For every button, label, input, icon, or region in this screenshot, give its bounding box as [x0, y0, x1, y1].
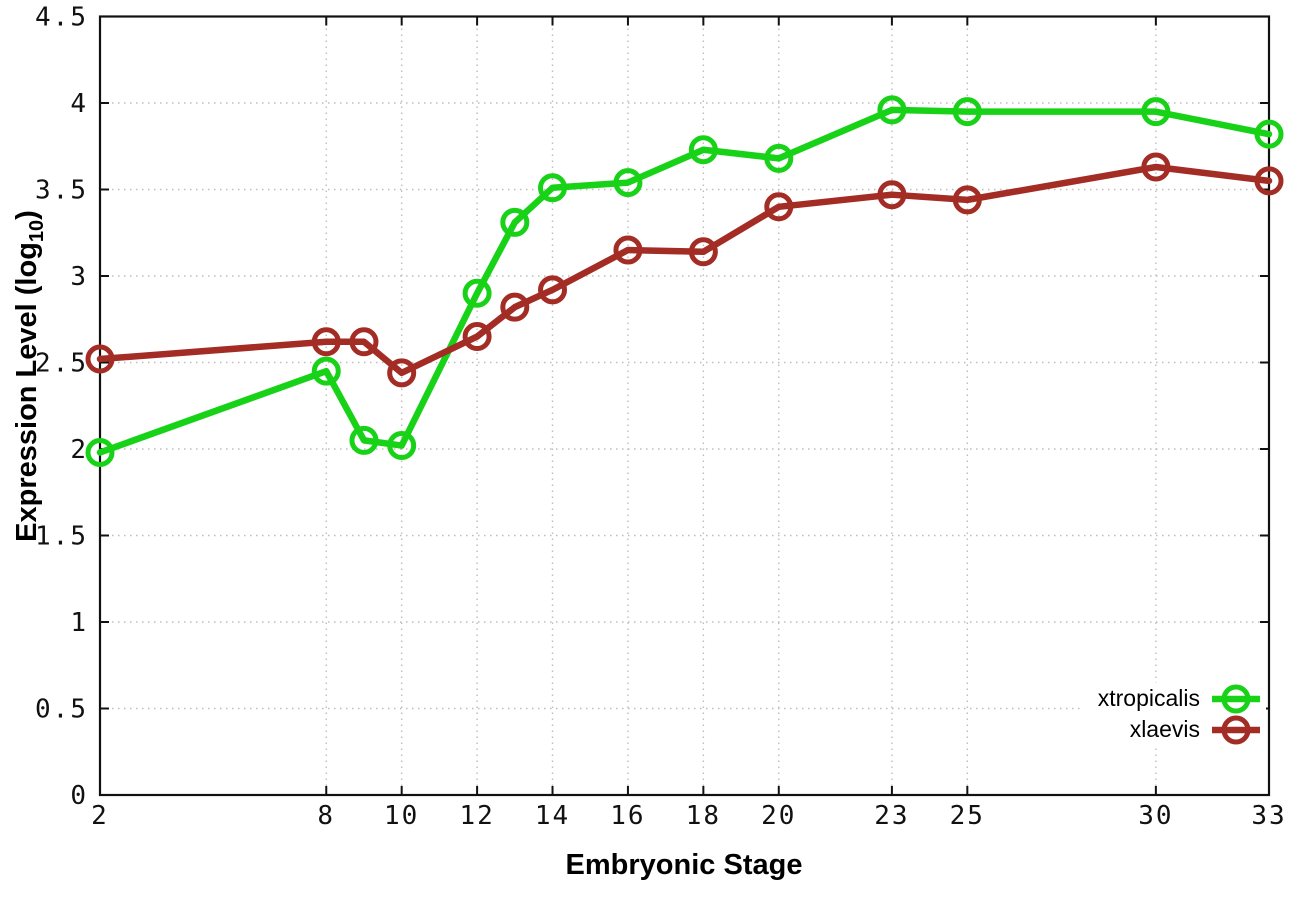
- legend-sample-marker-xlaevis: [1221, 715, 1251, 744]
- data-point-xtropicalis: [688, 135, 718, 165]
- data-point-xlaevis: [764, 192, 794, 222]
- y-tick-label: 1: [70, 608, 88, 638]
- data-point-xlaevis: [538, 275, 568, 305]
- data-point-xlaevis: [85, 344, 115, 374]
- data-point-xlaevis: [613, 235, 643, 265]
- x-tick-label: 10: [384, 801, 419, 831]
- data-point-xtropicalis: [500, 207, 530, 237]
- y-tick-label: 4.5: [35, 3, 88, 33]
- y-axis-title-subscript: 10: [25, 219, 48, 243]
- x-tick-label: 25: [950, 801, 985, 831]
- data-point-xtropicalis: [1254, 119, 1284, 149]
- data-point-xtropicalis: [387, 431, 417, 461]
- data-point-xtropicalis: [877, 95, 907, 125]
- y-axis-title-main: Expression Level (log: [11, 242, 44, 542]
- y-tick-label: 2.5: [35, 349, 88, 379]
- y-tick-label: 2: [70, 435, 88, 465]
- data-point-xtropicalis: [764, 143, 794, 173]
- y-axis-title: Expression Level (log10): [11, 210, 49, 542]
- x-tick-label: 30: [1138, 801, 1173, 831]
- data-point-xtropicalis: [85, 437, 115, 467]
- x-axis-title: Embryonic Stage: [565, 849, 803, 881]
- legend-item-xtropicalis: xtropicalis: [1097, 684, 1262, 713]
- legend-sample-xlaevis: [1212, 715, 1260, 744]
- data-point-xtropicalis: [613, 168, 643, 198]
- y-tick-label: 1.5: [35, 522, 88, 552]
- y-tick-label: 3.5: [35, 176, 88, 206]
- legend: xtropicalis xlaevis: [1081, 683, 1266, 745]
- data-point-xlaevis: [500, 292, 530, 322]
- data-point-xtropicalis: [349, 425, 379, 455]
- data-point-xlaevis: [1141, 152, 1171, 182]
- x-tick-label: 8: [317, 801, 335, 831]
- series-line-xlaevis: [96, 163, 1273, 377]
- data-point-xlaevis: [387, 358, 417, 388]
- data-point-xlaevis: [877, 180, 907, 210]
- plot-frame: [98, 15, 1271, 797]
- data-point-xlaevis: [462, 322, 492, 352]
- data-point-xlaevis: [349, 327, 379, 357]
- x-tick-label: 23: [874, 801, 909, 831]
- x-tick-label: 12: [459, 801, 494, 831]
- data-point-xtropicalis: [1141, 97, 1171, 127]
- legend-sample-marker-xtropicalis: [1221, 684, 1251, 713]
- y-axis-title-close: ): [11, 210, 44, 220]
- series-line-xtropicalis: [96, 106, 1273, 456]
- data-point-xlaevis: [1254, 166, 1284, 196]
- y-tick-label: 4: [70, 89, 88, 119]
- x-tick-label: 2: [91, 801, 109, 831]
- y-tick-label: 3: [70, 262, 88, 292]
- x-tick-label: 14: [535, 801, 570, 831]
- data-point-xtropicalis: [952, 97, 982, 127]
- legend-label-xlaevis: xlaevis: [1129, 716, 1200, 742]
- legend-sample-xtropicalis: [1212, 684, 1260, 713]
- y-tick-label: 0.5: [35, 695, 88, 725]
- x-tick-label: 33: [1251, 801, 1286, 831]
- data-point-xlaevis: [311, 327, 341, 357]
- legend-item-xlaevis: xlaevis: [1098, 715, 1262, 744]
- data-point-xlaevis: [688, 237, 718, 267]
- data-point-xtropicalis: [311, 356, 341, 386]
- x-tick-label: 20: [761, 801, 796, 831]
- data-point-xtropicalis: [462, 278, 492, 308]
- x-tick-label: 18: [686, 801, 721, 831]
- data-point-xlaevis: [952, 185, 982, 215]
- x-tick-label: 16: [610, 801, 645, 831]
- legend-label-xtropicalis: xtropicalis: [1097, 685, 1200, 711]
- y-tick-label: 0: [70, 781, 88, 811]
- data-point-xtropicalis: [538, 173, 568, 203]
